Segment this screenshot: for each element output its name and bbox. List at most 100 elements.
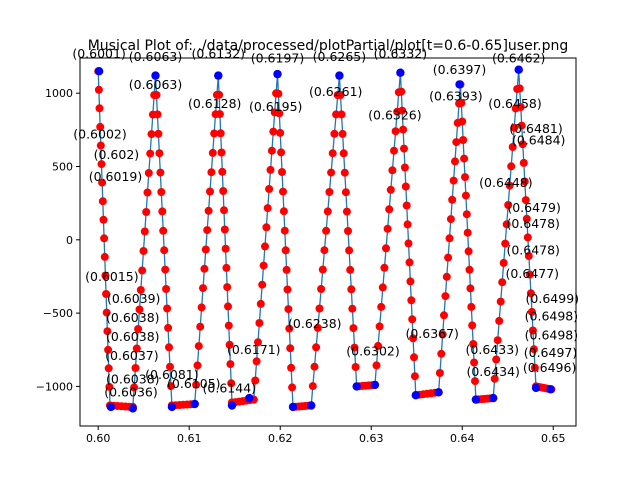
data-point <box>380 263 389 272</box>
data-label: (0.6498) <box>525 308 579 323</box>
data-point <box>286 344 295 353</box>
data-point <box>223 283 232 292</box>
data-point <box>196 322 205 331</box>
data-point <box>452 138 461 147</box>
extremum-point <box>106 402 116 412</box>
data-point <box>518 140 527 149</box>
data-point <box>517 121 526 130</box>
data-label: (0.6458) <box>488 96 542 111</box>
data-point <box>218 167 227 176</box>
data-point <box>466 284 475 293</box>
data-point <box>96 141 105 150</box>
data-label: (0.6105) <box>167 376 221 391</box>
data-point <box>336 91 345 99</box>
data-point <box>462 210 471 219</box>
data-point <box>492 355 501 364</box>
data-point <box>508 143 517 151</box>
data-point <box>469 340 478 348</box>
data-point <box>101 271 110 280</box>
data-point <box>310 362 319 371</box>
data-point <box>495 316 504 325</box>
data-point <box>157 188 166 196</box>
data-label: (0.6498) <box>525 328 579 343</box>
data-point <box>397 87 406 96</box>
data-label: (0.6478) <box>506 243 560 258</box>
data-point <box>464 247 473 256</box>
data-point <box>438 330 447 339</box>
data-point <box>221 244 230 253</box>
data-point <box>525 270 534 279</box>
data-point <box>445 234 454 243</box>
data-point <box>461 173 469 182</box>
extremum-point <box>167 402 177 412</box>
data-point <box>521 196 530 205</box>
data-label: (0.6132) <box>192 46 246 61</box>
data-point <box>528 326 537 335</box>
x-tick-label: 0.62 <box>268 432 293 445</box>
data-point <box>398 106 407 115</box>
data-point <box>140 227 149 236</box>
data-label: (0.6433) <box>466 342 520 357</box>
data-point <box>284 305 293 314</box>
data-point <box>440 311 448 320</box>
data-point <box>263 204 272 213</box>
data-point <box>132 344 141 353</box>
data-label: (0.6038) <box>106 329 160 344</box>
data-point <box>147 130 156 139</box>
data-point <box>522 214 531 223</box>
data-point <box>465 265 474 274</box>
data-point <box>100 234 109 243</box>
data-point <box>313 323 322 332</box>
data-point <box>493 336 502 345</box>
data-label: (0.6238) <box>288 316 342 331</box>
data-label: (0.6499) <box>526 291 580 306</box>
data-point <box>471 377 479 386</box>
data-point <box>526 289 535 298</box>
data-label: (0.6326) <box>368 108 422 123</box>
data-label: (0.6302) <box>346 344 400 359</box>
data-point <box>105 382 114 391</box>
data-point <box>142 208 151 216</box>
data-point <box>136 286 145 294</box>
data-point <box>383 224 392 233</box>
y-tick-label: 500 <box>52 160 73 173</box>
data-point <box>217 148 226 157</box>
data-point <box>444 253 453 262</box>
data-point <box>261 242 269 251</box>
data-point <box>523 233 532 242</box>
data-point <box>274 89 283 98</box>
extremum-point <box>531 383 541 393</box>
data-point <box>103 327 112 336</box>
data-point <box>327 168 336 177</box>
data-label: (0.6496) <box>523 360 577 375</box>
data-point <box>399 125 408 134</box>
data-point <box>317 285 326 293</box>
data-point <box>281 246 290 255</box>
data-point <box>163 304 172 313</box>
data-point <box>318 265 327 274</box>
data-point <box>323 207 332 216</box>
data-point <box>155 149 164 158</box>
data-point <box>442 272 451 281</box>
data-point <box>339 149 348 158</box>
data-point <box>275 109 284 118</box>
extremum-point <box>335 71 344 80</box>
data-label: (0.6195) <box>249 99 303 114</box>
data-point <box>372 361 381 370</box>
data-point <box>498 278 507 287</box>
data-label: (0.6081) <box>145 367 199 382</box>
data-point <box>165 343 173 352</box>
data-point <box>391 127 400 136</box>
data-point <box>278 168 286 176</box>
data-point <box>502 220 511 229</box>
extremum-point <box>471 395 481 404</box>
extremum-point <box>214 71 223 80</box>
data-point <box>390 146 398 155</box>
data-label: (0.602) <box>94 147 140 162</box>
data-label: (0.6063) <box>129 49 183 64</box>
data-point <box>130 383 139 392</box>
data-point <box>342 207 351 216</box>
data-point <box>378 283 387 292</box>
data-point <box>520 177 529 186</box>
data-point <box>345 246 354 255</box>
